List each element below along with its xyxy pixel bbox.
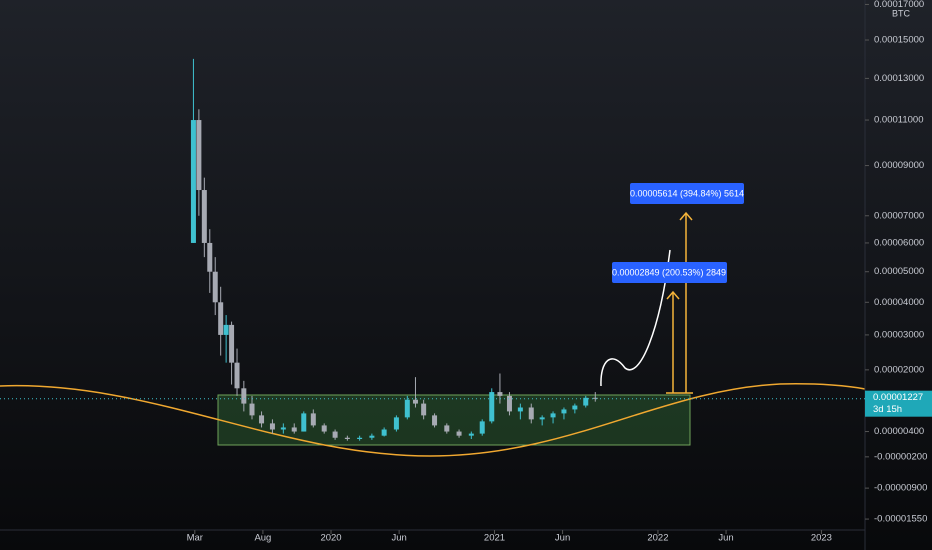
candle-body — [456, 431, 462, 436]
candle-body — [489, 392, 495, 422]
countdown-label: 3d 15h — [873, 404, 902, 415]
x-tick-label: Jun — [391, 533, 406, 544]
candle-body — [280, 427, 286, 430]
candle-body — [583, 397, 589, 406]
candle-body — [539, 417, 545, 420]
candle-body — [421, 403, 427, 416]
x-tick-label: Mar — [187, 533, 203, 544]
candle-body — [291, 427, 297, 432]
y-tick-label: 0.00002000 — [874, 364, 924, 375]
x-tick-label: 2023 — [811, 533, 832, 544]
candle-body — [201, 190, 207, 243]
x-tick-label: 2022 — [647, 533, 668, 544]
x-tick-label: Jun — [555, 533, 570, 544]
candle-body — [592, 397, 598, 399]
candles — [190, 58, 598, 441]
candle-body — [218, 302, 224, 335]
candle-body — [234, 362, 240, 389]
currency-label: BTC — [892, 8, 911, 18]
candle-body — [561, 409, 567, 414]
candle-body — [506, 395, 512, 412]
x-tick-label: 2020 — [320, 533, 341, 544]
y-tick-label: 0.00013000 — [874, 73, 924, 84]
x-tick-label: Aug — [254, 533, 271, 544]
y-tick-label: -0.00000200 — [874, 451, 927, 462]
candle-body — [550, 413, 556, 418]
candle-body — [357, 437, 363, 439]
annotation-box — [630, 183, 744, 204]
candle-body — [572, 405, 578, 410]
candle-body — [369, 435, 375, 438]
candle-body — [321, 425, 327, 432]
y-tick-label: 0.00006000 — [874, 237, 924, 248]
y-tick-label: 0.00011000 — [874, 115, 924, 126]
candle-body — [207, 242, 213, 272]
candle-body — [344, 437, 350, 439]
y-tick-label: -0.00000900 — [874, 483, 927, 494]
candle-body — [412, 399, 418, 404]
candle-body — [393, 417, 399, 430]
candle-body — [381, 429, 387, 436]
y-tick-label: 0.00000400 — [874, 426, 924, 437]
y-tick-label: 0.00009000 — [874, 160, 924, 171]
cycle-curve — [0, 383, 866, 457]
last-price-label: 0.00001227 — [873, 392, 923, 403]
candle-body — [468, 433, 474, 436]
projection-curve — [600, 249, 671, 387]
y-tick-label: 0.00007000 — [874, 210, 924, 221]
y-tick-label: 0.00017000 — [874, 0, 924, 10]
candle-body — [249, 403, 255, 416]
annotation: 0.00005614 (394.84%) 5614 — [630, 188, 744, 198]
candle-body — [212, 271, 218, 303]
candle-body — [310, 413, 316, 426]
candle-body — [432, 415, 438, 426]
candle-body — [444, 425, 450, 432]
candle-body — [301, 413, 307, 432]
candle-body — [479, 421, 485, 434]
candle-body — [223, 324, 229, 335]
measure-arrows — [666, 211, 693, 394]
y-tick-label: -0.00001550 — [874, 514, 927, 525]
candle-body — [332, 431, 338, 438]
x-tick-label: Jun — [718, 533, 733, 544]
candle-body — [196, 120, 202, 191]
y-tick-label: 0.00003000 — [874, 329, 924, 340]
candle-body — [259, 415, 265, 424]
y-tick-label: 0.00005000 — [874, 266, 924, 277]
candle-body — [497, 392, 503, 396]
y-tick-label: 0.00004000 — [874, 297, 924, 308]
y-tick-label: 0.00015000 — [874, 35, 924, 46]
annotation-box — [612, 262, 727, 283]
last-price-box — [865, 390, 932, 417]
annotation: 0.00002849 (200.53%) 2849 — [612, 267, 726, 277]
candle-body — [517, 407, 523, 412]
candle-body — [229, 324, 235, 363]
candle-body — [190, 120, 196, 243]
candle-body — [404, 399, 410, 418]
candle-body — [528, 407, 534, 420]
candle-body — [269, 423, 275, 430]
candle-body — [241, 388, 247, 404]
range-box — [217, 394, 691, 446]
x-tick-label: 2021 — [484, 533, 505, 544]
